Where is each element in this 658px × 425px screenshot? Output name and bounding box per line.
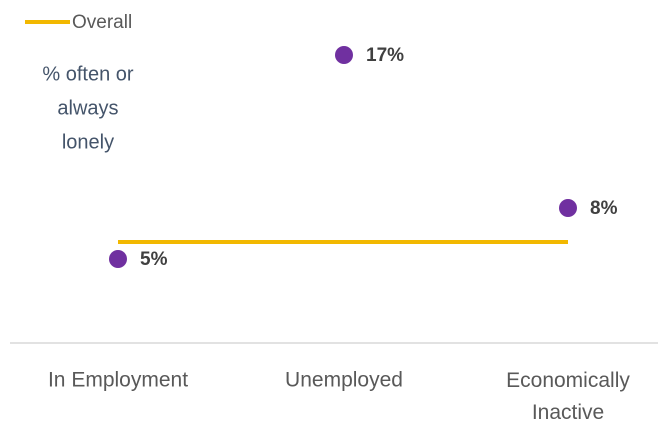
dot (559, 199, 577, 217)
data-label: 8% (590, 198, 618, 219)
x-tick-line: Economically (506, 369, 630, 392)
dot (109, 250, 127, 268)
y-axis-label: lonely (62, 131, 114, 153)
dot (335, 46, 353, 64)
y-axis-label: % often or (42, 63, 134, 85)
x-tick-line: Inactive (532, 401, 604, 424)
x-tick-label: Economically Inactive (506, 369, 630, 424)
x-tick-label: In Employment (48, 369, 188, 392)
legend-label: Overall (72, 12, 132, 33)
y-axis-label: always (57, 97, 118, 119)
data-label: 5% (140, 249, 168, 270)
x-tick-label: Unemployed (285, 369, 403, 392)
data-label: 17% (366, 45, 404, 66)
